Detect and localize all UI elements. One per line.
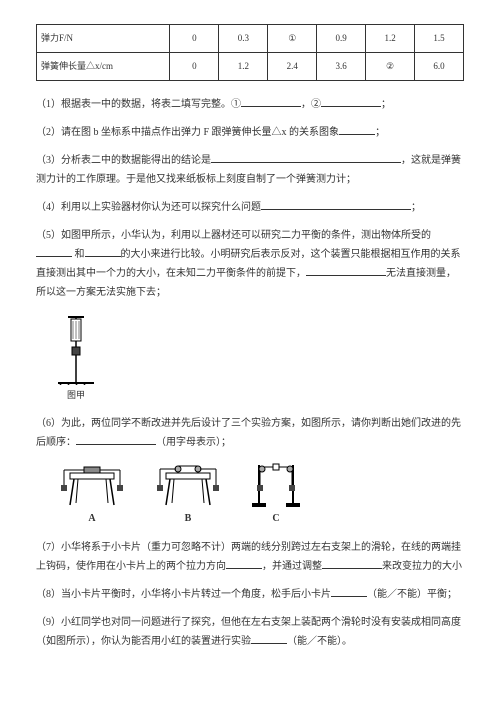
- figure-abc-row: A B: [54, 461, 464, 528]
- blank: [339, 126, 375, 135]
- q2-suffix: ；: [375, 127, 385, 138]
- question-7: （7）小华将系于小卡片（重力可忽略不计）两端的线分别跨过左右支架上的滑轮，在线的…: [36, 538, 464, 576]
- table-row: 弹簧伸长量△x/cm 0 1.2 2.4 3.6 ② 6.0: [37, 53, 464, 81]
- q8-text: （8）当小卡片平衡时，小华将小卡片转过一个角度，松手后小卡片: [36, 589, 331, 600]
- blank: [241, 98, 301, 107]
- cell: 1.5: [415, 25, 464, 53]
- q9-text: （9）小红同学也对同一问题进行了探究，但他在左右支架上装配两个滑轮时没有安装成相…: [36, 617, 461, 647]
- question-5: （5）如图甲所示，小华认为，利用以上器材还可以研究二力平衡的条件，测出物体所受的…: [36, 226, 464, 302]
- blank: [85, 248, 121, 257]
- q7-suffix: 来改变拉力的大小: [382, 561, 462, 572]
- cell: 0: [170, 53, 219, 81]
- blank: [226, 560, 262, 569]
- stand-setup-c-icon: [246, 461, 306, 509]
- table-setup-b-icon: [150, 465, 226, 509]
- blank: [211, 154, 401, 163]
- blank: [321, 98, 381, 107]
- q3-text: （3）分析表二中的数据能得出的结论是: [36, 155, 211, 166]
- q5-line1: （5）如图甲所示，小华认为，利用以上器材还可以研究二力平衡的条件，测出物体所受的: [36, 230, 431, 241]
- cell: 1.2: [219, 53, 268, 81]
- q4-text: （4）利用以上实验器材你认为还可以探究什么问题: [36, 202, 261, 213]
- q9-suffix: （能／不能）。: [287, 636, 352, 647]
- q7-mid: ，并通过调整: [262, 561, 322, 572]
- q8-suffix: （能／不能）平衡；: [367, 589, 457, 600]
- question-9: （9）小红同学也对同一问题进行了探究，但他在左右支架上装配两个滑轮时没有安装成相…: [36, 613, 464, 651]
- question-8: （8）当小卡片平衡时，小华将小卡片转过一个角度，松手后小卡片 （能／不能）平衡；: [36, 585, 464, 604]
- q1-text: （1）根据表一中的数据，将表二填写完整。①: [36, 99, 241, 110]
- q2-text: （2）请在图 b 坐标系中描点作出弹力 F 跟弹簧伸长量△x 的关系图象: [36, 127, 339, 138]
- cell: 1.2: [366, 25, 415, 53]
- figure-jia-caption: 图甲: [54, 387, 98, 404]
- row1-label: 弹力F/N: [37, 25, 170, 53]
- label-b: B: [150, 509, 226, 528]
- blank: [261, 201, 411, 210]
- row2-label: 弹簧伸长量△x/cm: [37, 53, 170, 81]
- cell: 2.4: [268, 53, 317, 81]
- label-c: C: [246, 509, 306, 528]
- question-2: （2）请在图 b 坐标系中描点作出弹力 F 跟弹簧伸长量△x 的关系图象 ；: [36, 123, 464, 142]
- cell: 3.6: [317, 53, 366, 81]
- figure-jia: [54, 311, 464, 385]
- cell: 0.3: [219, 25, 268, 53]
- cell: ②: [366, 53, 415, 81]
- cell: 0.9: [317, 25, 366, 53]
- blank: [331, 588, 367, 597]
- cell: 0: [170, 25, 219, 53]
- q4-suffix: ；: [411, 202, 421, 213]
- blank: [36, 248, 72, 257]
- setup-b: B: [150, 465, 226, 528]
- data-table: 弹力F/N 0 0.3 ① 0.9 1.2 1.5 弹簧伸长量△x/cm 0 1…: [36, 24, 464, 81]
- spring-scale-icon: [54, 311, 98, 385]
- question-1: （1）根据表一中的数据，将表二填写完整。① ，② ；: [36, 95, 464, 114]
- setup-c: C: [246, 461, 306, 528]
- question-4: （4）利用以上实验器材你认为还可以探究什么问题 ；: [36, 198, 464, 217]
- q6-suffix: （用字母表示）；: [156, 437, 231, 448]
- setup-a: A: [54, 465, 130, 528]
- blank: [251, 635, 287, 644]
- table-setup-a-icon: [54, 465, 130, 509]
- question-3: （3）分析表二中的数据能得出的结论是，这就是弹簧测力计的工作原理。于是他又找来纸…: [36, 151, 464, 189]
- label-a: A: [54, 509, 130, 528]
- table-row: 弹力F/N 0 0.3 ① 0.9 1.2 1.5: [37, 25, 464, 53]
- q1-suffix: ；: [381, 99, 391, 110]
- blank: [76, 436, 156, 445]
- blank: [322, 560, 382, 569]
- cell: ①: [268, 25, 317, 53]
- question-6: （6）为此，两位同学不断改进并先后设计了三个实验方案，如图所示，请你判断出她们改…: [36, 414, 464, 452]
- q5-line2a: 和: [75, 249, 85, 260]
- cell: 6.0: [415, 53, 464, 81]
- q1-mid: ，②: [301, 99, 321, 110]
- blank: [306, 267, 386, 276]
